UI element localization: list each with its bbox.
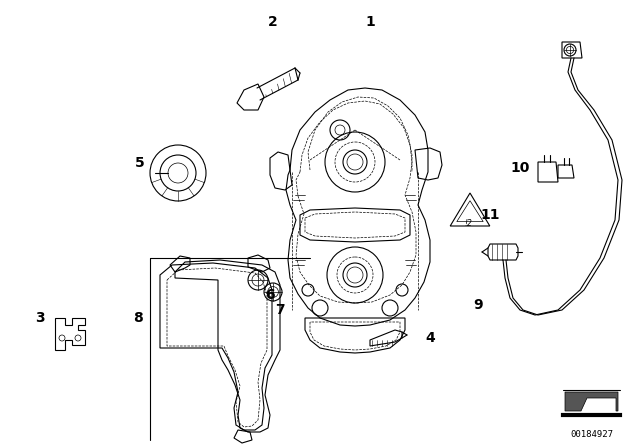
Text: 9: 9 [473, 298, 483, 312]
Text: 3: 3 [35, 311, 45, 325]
Text: 8: 8 [133, 311, 143, 325]
Polygon shape [565, 392, 618, 411]
Text: 5: 5 [135, 156, 145, 170]
Text: 2: 2 [268, 15, 278, 29]
Text: !2: !2 [464, 219, 472, 228]
Text: 10: 10 [510, 161, 530, 175]
Text: 6: 6 [265, 288, 275, 302]
Text: 11: 11 [480, 208, 500, 222]
Polygon shape [237, 84, 264, 110]
Text: 1: 1 [365, 15, 375, 29]
Text: 4: 4 [425, 331, 435, 345]
Text: 00184927: 00184927 [570, 430, 614, 439]
Text: 7: 7 [275, 303, 285, 317]
